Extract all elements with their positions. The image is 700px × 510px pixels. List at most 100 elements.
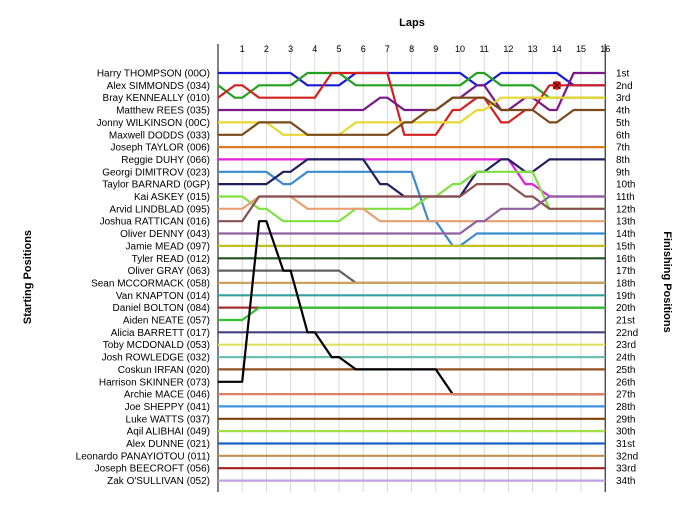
finishing-position-label: 21st — [616, 316, 635, 327]
starting-position-label: Harry THOMPSON (00O) — [97, 69, 210, 80]
finishing-position-label: 3rd — [616, 93, 630, 104]
starting-position-label: Alex SIMMONDS (034) — [107, 81, 210, 92]
driver-line — [218, 306, 606, 322]
finishing-position-label: 10th — [616, 180, 635, 191]
driver-line — [217, 71, 606, 136]
starting-position-label: Harrison SKINNER (073) — [99, 377, 210, 388]
grid — [217, 44, 606, 492]
finishing-position-label: 11th — [616, 192, 635, 203]
lap-tick-label: 11 — [480, 44, 489, 54]
starting-position-label: Joseph TAYLOR (006) — [111, 143, 211, 154]
finishing-position-label: 24th — [616, 353, 635, 364]
finishing-position-label: 17th — [616, 266, 635, 277]
lap-tick-label: 15 — [576, 44, 586, 54]
finishing-position-label: 9th — [616, 167, 630, 178]
driver-lines — [217, 71, 606, 482]
lap-tick-label: 2 — [264, 44, 269, 54]
finishing-position-label: 8th — [616, 155, 630, 166]
finishing-position-label: 4th — [616, 106, 630, 117]
finishing-position-label: 32nd — [616, 451, 638, 462]
starting-position-label: Alex DUNNE (021) — [126, 439, 210, 450]
driver-line — [218, 71, 606, 87]
right-axis-title: Finishing Positions — [661, 231, 673, 332]
starting-position-label: Aqil ALIBHAI (049) — [127, 427, 210, 438]
finishing-position-label: 34th — [616, 476, 635, 487]
driver-line — [218, 195, 606, 235]
finishing-position-label: 22nd — [616, 328, 638, 339]
starting-position-label: Zak O'SULLIVAN (052) — [107, 476, 210, 487]
finishing-position-label: 20th — [616, 303, 635, 314]
finishing-position-label: 16th — [616, 254, 635, 265]
starting-position-label: Jonny WILKINSON (00C) — [97, 118, 210, 129]
finishing-position-label: 23rd — [616, 340, 636, 351]
starting-position-label: Josh ROWLEDGE (032) — [102, 353, 210, 364]
finishing-position-label: 12th — [616, 204, 635, 215]
driver-line — [218, 71, 606, 112]
lap-labels: 1 2 3 4 5 6 7 8 9 10 11 12 13 14 15 16 — [240, 44, 611, 54]
starting-position-label: Bray KENNEALLY (010) — [103, 93, 210, 104]
starting-position-label: Taylor BARNARD (0GP) — [102, 180, 210, 191]
finishing-position-label: 15th — [616, 241, 635, 252]
starting-position-label: Reggie DUHY (066) — [121, 155, 210, 166]
lap-tick-label: 7 — [385, 44, 390, 54]
lap-tick-label: 5 — [336, 44, 341, 54]
driver-line — [218, 158, 606, 198]
starting-position-label: Kai ASKEY (015) — [134, 192, 210, 203]
lap-tick-label: 14 — [552, 44, 562, 54]
starting-position-label: Sean MCCORMACK (058) — [91, 278, 210, 289]
finishing-position-label: 7th — [616, 143, 630, 154]
lap-tick-label: 4 — [312, 44, 317, 54]
starting-position-label: Matthew REES (035) — [116, 106, 210, 117]
driver-line — [218, 170, 606, 247]
finishing-position-label: 2nd — [616, 81, 633, 92]
lap-tick-label: 1 — [240, 44, 245, 54]
finishing-position-label: 5th — [616, 118, 630, 129]
retirement-cross — [552, 81, 561, 90]
lap-tick-label: 3 — [288, 44, 293, 54]
finishing-position-label: 6th — [616, 130, 630, 141]
finishing-position-label: 19th — [616, 291, 635, 302]
finishing-position-label: 18th — [616, 278, 635, 289]
lap-tick-label: 16 — [600, 44, 610, 54]
finishing-position-label: 1st — [616, 69, 630, 80]
driver-line — [218, 170, 606, 223]
starting-position-label: Archie MACE (046) — [124, 390, 210, 401]
starting-position-label: Leonardo PANAYIOTOU (011) — [76, 451, 210, 462]
finishing-position-label: 28th — [616, 402, 635, 413]
finishing-position-label: 14th — [616, 229, 635, 240]
chart-title: Laps — [399, 17, 425, 29]
finishing-position-label: 25th — [616, 365, 635, 376]
driver-line — [218, 183, 606, 223]
starting-position-label: Oliver DENNY (043) — [120, 229, 210, 240]
left-axis-title: Starting Positions — [22, 230, 34, 324]
starting-position-label: Georgi DIMITROV (023) — [102, 167, 210, 178]
starting-position-label: Joe SHEPPY (041) — [125, 402, 210, 413]
finishing-position-label: 29th — [616, 414, 635, 425]
starting-position-label: Joseph BEECROFT (056) — [95, 464, 210, 475]
retirement-markers — [552, 80, 562, 90]
finishing-position-label: 30th — [616, 427, 635, 438]
starting-position-label: Aiden NEATE (057) — [123, 316, 210, 327]
starting-position-label: Coskun IRFAN (020) — [118, 365, 210, 376]
starting-position-label: Tyler READ (012) — [132, 254, 210, 265]
lap-tick-label: 10 — [455, 44, 465, 54]
starting-position-label: Jamie MEAD (097) — [126, 241, 210, 252]
lap-tick-label: 6 — [361, 44, 366, 54]
finishing-position-label: 33rd — [616, 464, 636, 475]
starting-position-label: Daniel BOLTON (084) — [113, 303, 210, 314]
starting-position-label: Toby MCDONALD (053) — [103, 340, 210, 351]
lap-tick-label: 9 — [433, 44, 438, 54]
starting-position-label: Arvid LINDBLAD (095) — [109, 204, 210, 215]
starting-position-label: Van KNAPTON (014) — [116, 291, 210, 302]
starting-positions: Harry THOMPSON (00O)Alex SIMMONDS (034)B… — [76, 69, 210, 488]
finishing-position-label: 13th — [616, 217, 635, 228]
lap-tick-label: 8 — [409, 44, 414, 54]
finishing-position-label: 31st — [616, 439, 635, 450]
lap-tick-label: 12 — [503, 44, 513, 54]
starting-position-label: Luke WATTS (037) — [126, 414, 210, 425]
lap-tick-label: 13 — [528, 44, 538, 54]
starting-position-label: Alicia BARRETT (017) — [111, 328, 210, 339]
finishing-position-label: 26th — [616, 377, 635, 388]
